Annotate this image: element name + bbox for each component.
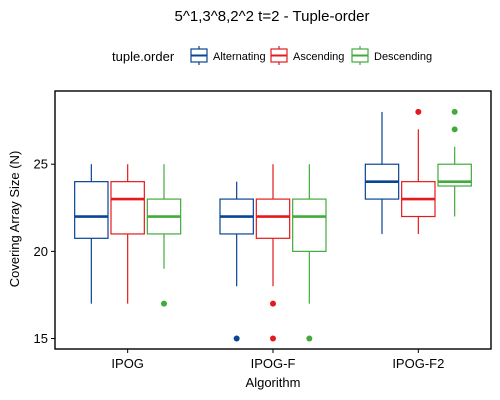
box-iqr <box>292 198 327 252</box>
x-tick-label: IPOG-F <box>251 356 296 371</box>
chart-title: 5^1,3^8,2^2 t=2 - Tuple-order <box>175 8 370 25</box>
y-tick-label: 15 <box>34 331 48 346</box>
box-ipog-ascending <box>110 164 145 304</box>
box-ipog-f2-alternating <box>364 111 400 234</box>
legend: tuple.order Alternating Ascending Descendi… <box>112 46 432 65</box>
outlier-point <box>306 335 313 342</box>
outlier-point <box>270 300 276 307</box>
box-ipog-f2-ascending <box>401 108 436 234</box>
legend-label: Alternating <box>213 51 266 63</box>
y-tick-label: 20 <box>34 244 48 259</box>
x-tick-label: IPOG-F2 <box>392 356 444 371</box>
outlier-point <box>451 126 458 133</box>
outlier-point <box>270 335 276 342</box>
outlier-point <box>233 335 240 342</box>
outlier-point <box>161 300 167 307</box>
box-ipog-f2-descending <box>437 108 472 217</box>
outlier-point <box>451 108 458 115</box>
plot-area: 15 20 25 IPOG IPOG-F IPOG-F2 <box>34 90 492 371</box>
legend-label: Descending <box>374 51 432 63</box>
outlier-point <box>415 108 422 115</box>
box-iqr <box>110 181 145 235</box>
legend-item-descending: Descending <box>351 46 432 65</box>
legend-item-ascending: Ascending <box>270 46 344 65</box>
box-ipog-f-descending <box>292 164 327 342</box>
x-axis-title: Algorithm <box>246 375 301 390</box>
y-axis-title: Covering Array Size (N) <box>7 151 22 288</box>
box-ipog-descending <box>146 164 182 307</box>
legend-title: tuple.order <box>112 49 175 64</box>
box-iqr <box>255 198 291 239</box>
box-ipog-f-ascending <box>255 164 291 342</box>
box-ipog-alternating <box>74 164 109 304</box>
x-tick-label: IPOG <box>111 356 144 371</box>
box-ipog-f-alternating <box>219 181 254 342</box>
legend-item-alternating: Alternating <box>190 46 266 65</box>
box-iqr <box>74 181 109 239</box>
y-tick-label: 25 <box>34 157 48 172</box>
legend-label: Ascending <box>293 51 344 63</box>
